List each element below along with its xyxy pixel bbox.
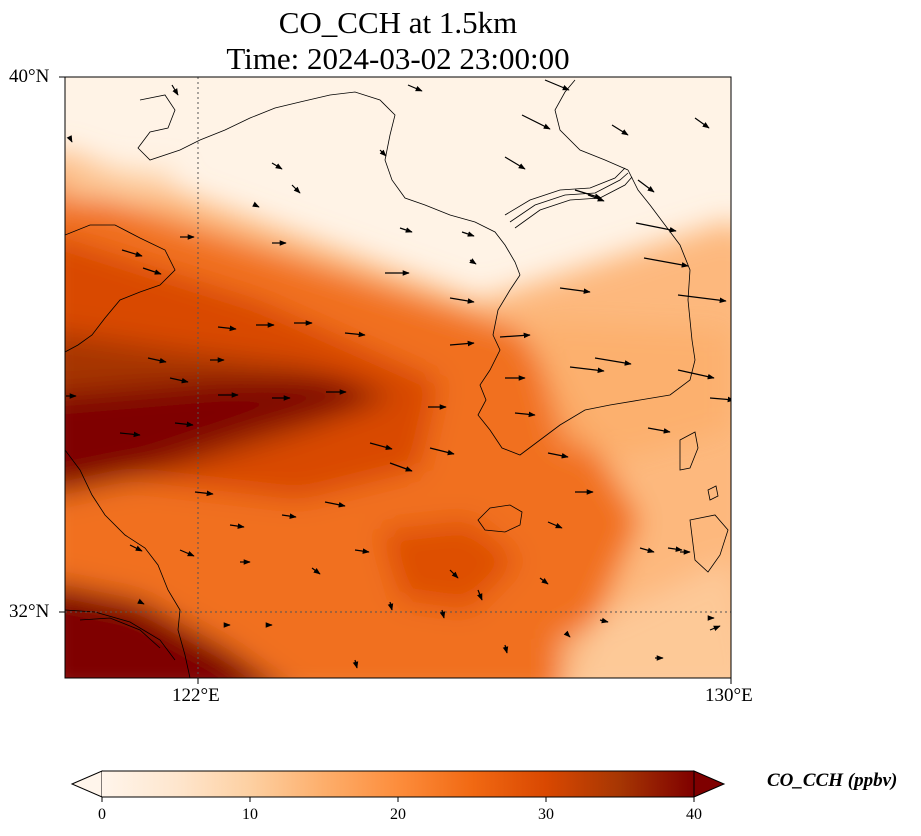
y-tick-label-32n: 32°N [9,601,50,622]
wind-arrow [291,184,301,194]
wind-arrow [137,598,145,605]
wind-arrow [142,267,162,275]
wind-arrow [449,297,475,304]
wind-arrow [647,427,671,434]
wind-arrow [637,179,655,193]
wind-vectors [66,79,731,669]
wind-arrow [502,644,509,654]
wind-arrow [147,357,167,364]
wind-arrow [179,549,195,557]
colorbar-tick-30: 30 [538,806,554,823]
wind-arrow [311,567,321,575]
colorbar [70,770,726,802]
wind-arrow [169,377,189,384]
wind-arrow [599,617,609,624]
wind-arrow [677,294,727,303]
wind-arrow [129,544,143,552]
wind-arrow [66,135,73,143]
wind-arrow [569,366,605,374]
wind-arrow [709,396,731,403]
colorbar-tick-20: 20 [390,806,406,823]
wind-arrow [121,249,143,257]
wind-arrow [119,431,141,438]
coastlines [65,79,729,678]
wind-arrow [369,442,393,451]
wind-arrow [217,325,237,332]
wind-arrow [587,194,605,202]
wind-arrow [344,331,366,338]
map-title-time: Time: 2024-03-02 23:00:00 [226,41,570,76]
colorbar-tick-0: 0 [98,806,106,823]
wind-arrow [252,201,260,208]
wind-arrow [352,659,359,669]
wind-arrow [399,227,413,233]
wind-arrow [499,332,531,339]
axis-tick-marks [59,76,732,684]
wind-arrow [469,258,477,265]
wind-arrow [544,79,570,91]
colorbar-extend-low [70,770,103,798]
x-tick-label-130e: 130°E [705,685,753,706]
wind-arrow [324,501,346,508]
concentration-field [65,77,731,678]
colorbar-gradient [102,771,694,797]
wind-arrow [439,609,446,619]
wind-arrow [461,231,475,237]
wind-arrow [547,521,563,529]
wind-arrow [354,548,370,554]
wind-arrow [514,411,536,418]
wind-arrow [171,84,179,96]
wind-arrow [229,523,245,529]
colorbar-extend-high [693,770,726,798]
wind-arrow [639,547,655,553]
wind-arrow [387,601,394,611]
wind-arrow [547,452,569,459]
wind-arrow [709,625,721,631]
wind-arrow [643,257,689,268]
wind-arrow [477,589,483,601]
wind-arrow [594,357,632,366]
wind-arrow [635,222,677,233]
wind-arrow [559,287,591,294]
map-frame [64,76,732,679]
x-tick-label-122e: 122°E [172,685,220,706]
wind-arrow [429,447,455,456]
wind-arrow [174,421,194,428]
wind-arrow [281,513,297,519]
y-tick-label-40n: 40°N [9,66,50,87]
wind-arrow [194,490,214,497]
wind-arrow [574,189,602,199]
wind-arrow [379,149,387,157]
wind-arrow [667,546,683,552]
gridlines [65,77,731,678]
wind-arrow [504,156,526,170]
map-title-variable: CO_CCH at 1.5km [278,5,518,40]
wind-arrow [611,124,629,136]
wind-arrow [677,369,715,380]
wind-arrow [521,114,551,130]
wind-arrow [271,162,283,170]
colorbar-tick-40: 40 [686,806,702,823]
colorbar-label: CO_CCH (ppbv) [767,770,898,791]
wind-arrow [694,117,710,129]
wind-arrow [539,577,549,585]
wind-arrow [563,630,571,638]
wind-arrow [389,462,413,472]
wind-arrow [449,340,475,347]
wind-arrow [407,84,423,92]
colorbar-tick-10: 10 [242,806,258,823]
wind-arrow [449,569,459,579]
